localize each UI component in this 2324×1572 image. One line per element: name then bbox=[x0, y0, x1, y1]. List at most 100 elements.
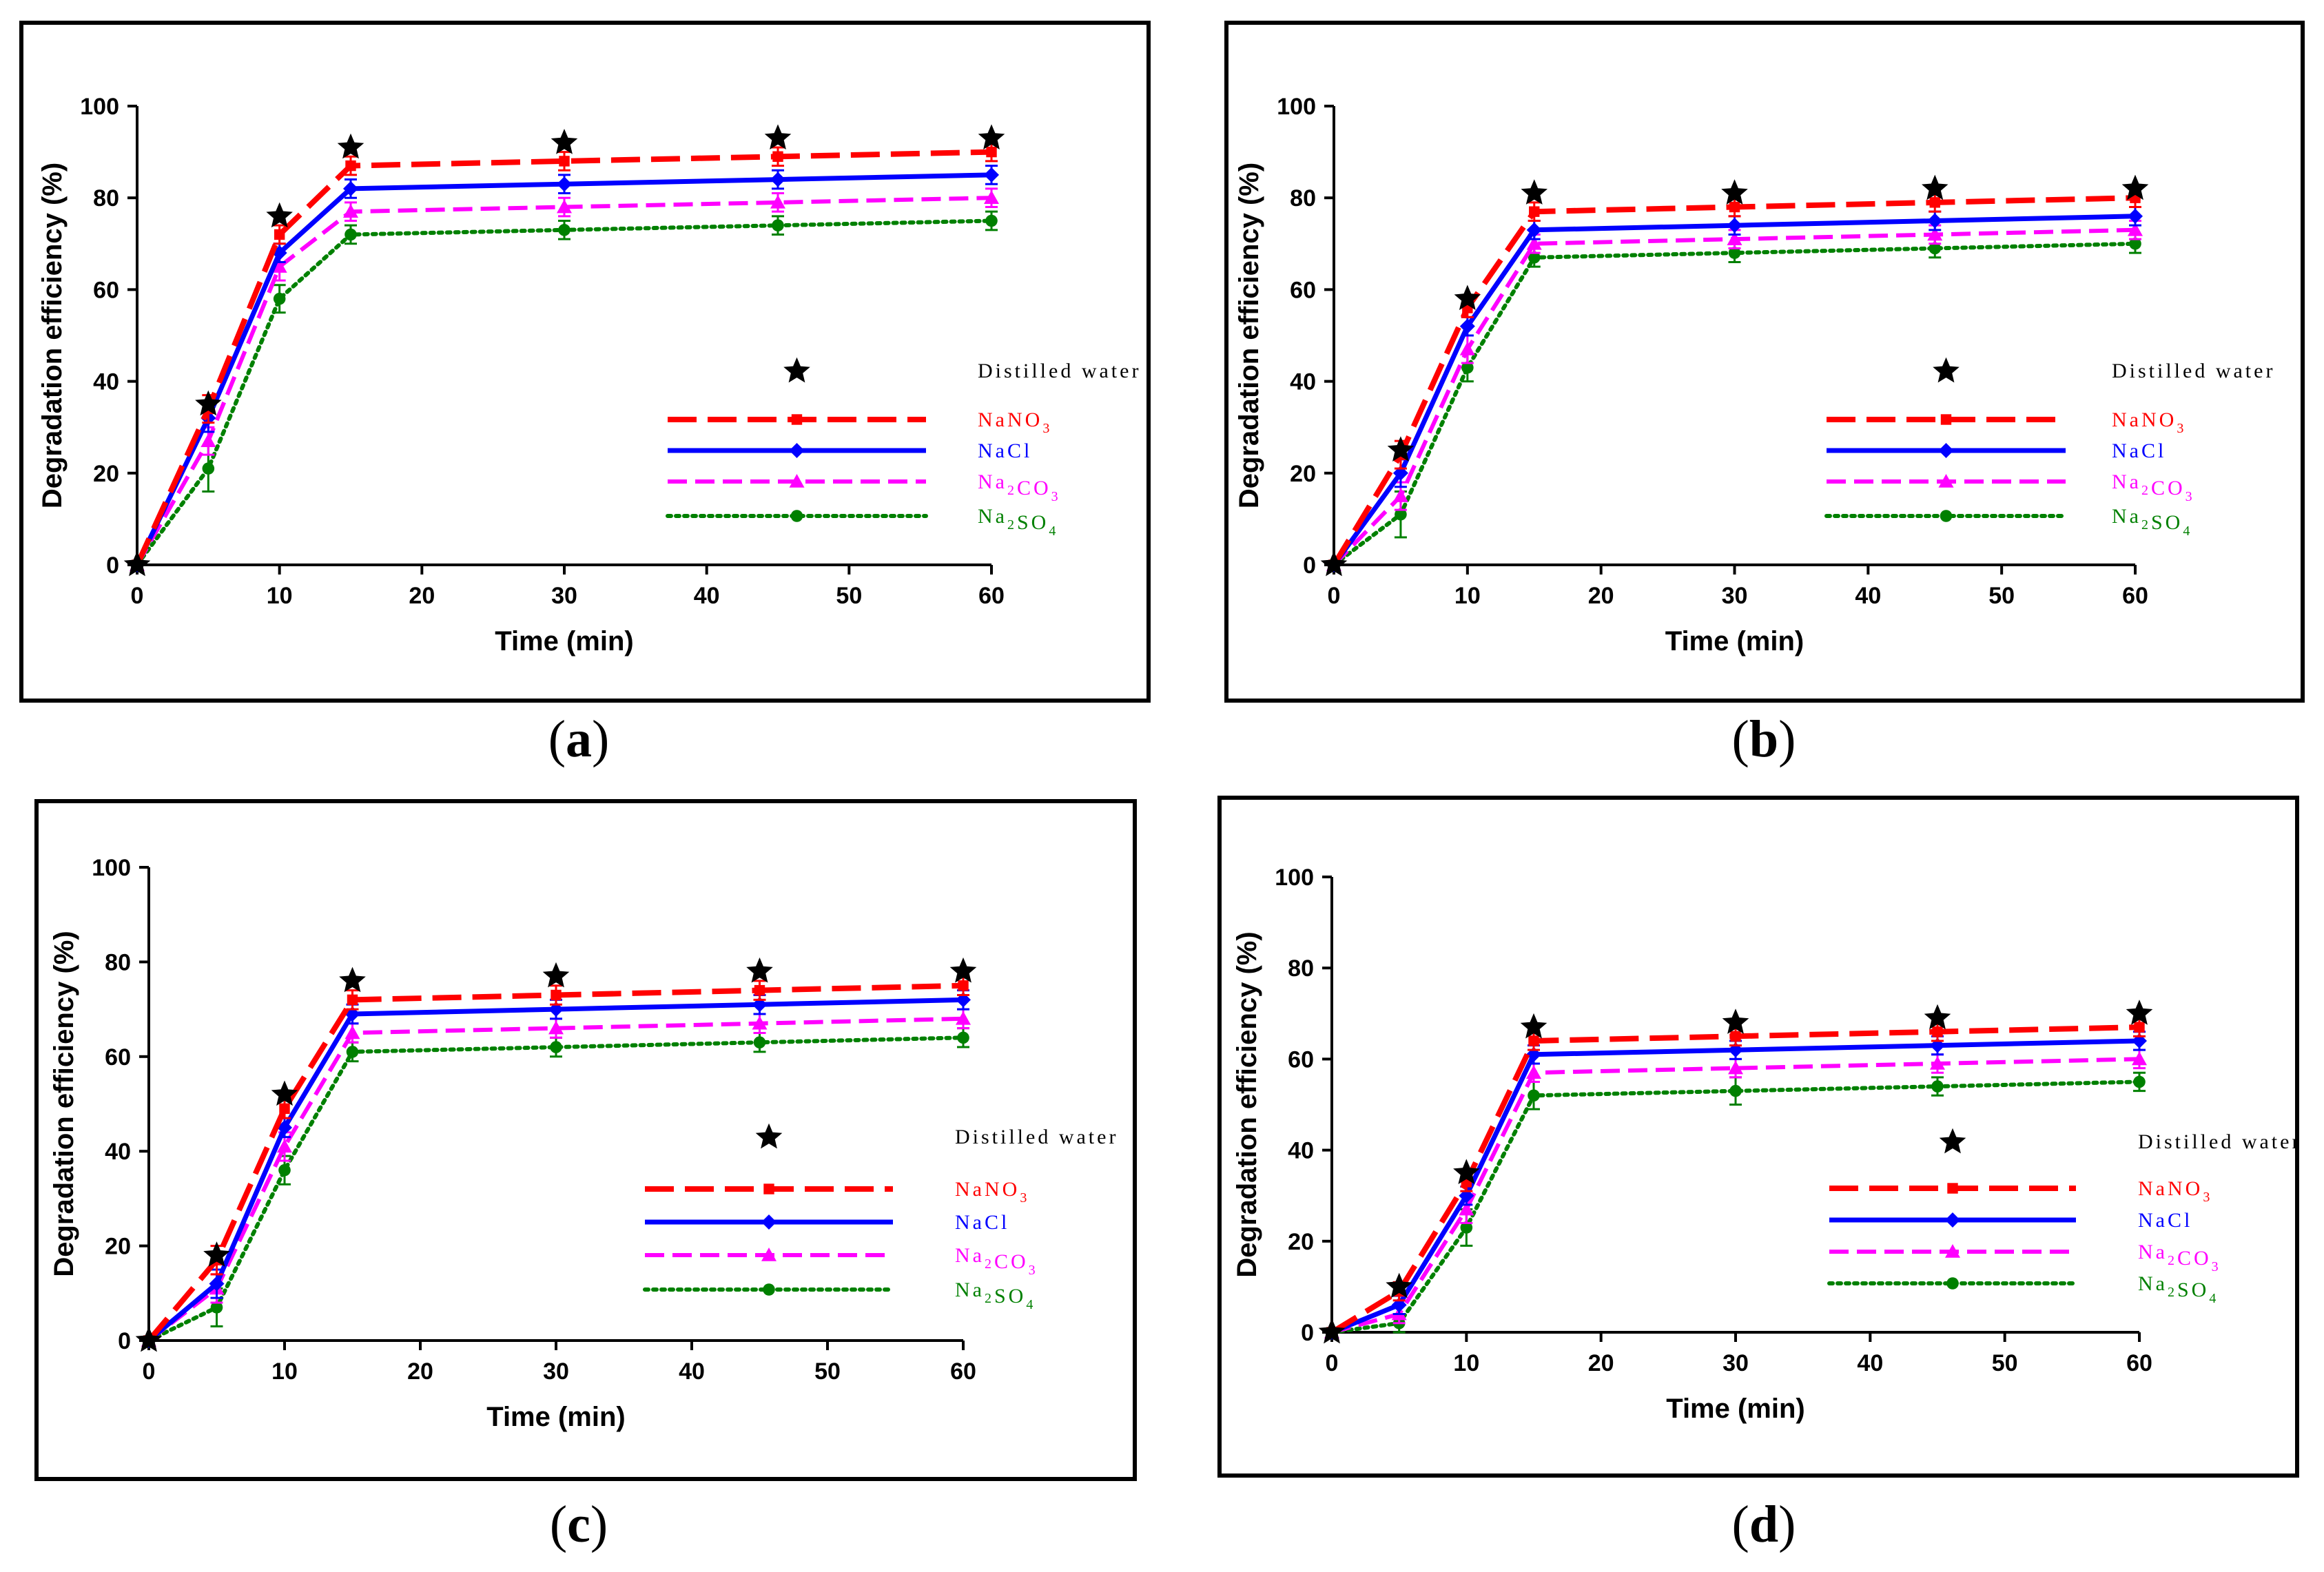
series-line-na2so4 bbox=[135, 218, 994, 567]
series-distilled bbox=[1318, 1000, 2153, 1344]
data-point-na2co3 bbox=[277, 1139, 292, 1153]
legend-marker-nacl bbox=[789, 443, 805, 458]
data-point-na2so4 bbox=[1528, 1089, 1540, 1102]
x-tick-label: 0 bbox=[143, 1358, 156, 1385]
data-point-na2co3 bbox=[1728, 1060, 1743, 1075]
chart-panel-a: 0 20 40 60 80 100 0 10 20 30 40 50 60 Time (min) Degra… bbox=[19, 21, 1151, 703]
data-point-nacl bbox=[1728, 1042, 1743, 1058]
x-axis-label: Time (min) bbox=[495, 626, 634, 656]
data-point-na2co3 bbox=[1526, 236, 1542, 250]
data-point-nano3 bbox=[754, 984, 765, 996]
x-tick-label: 50 bbox=[836, 583, 862, 609]
legend-marker-distilled bbox=[1933, 357, 1960, 383]
legend-label-nacl: NaCl bbox=[955, 1211, 1009, 1234]
data-point-na2co3 bbox=[1927, 227, 1943, 241]
y-tick-label: 20 bbox=[105, 1234, 131, 1260]
data-point-distilled bbox=[1922, 174, 1948, 200]
y-tick-label: 60 bbox=[105, 1044, 131, 1071]
chart-panel-b: 0 20 40 60 80 100 0 10 20 30 40 50 60 Time (min) Degra… bbox=[1224, 21, 2305, 703]
data-point-nacl bbox=[1927, 213, 1943, 229]
y-axis-label: Degradation efficiency (%) bbox=[1234, 163, 1264, 508]
x-tick-label: 60 bbox=[2122, 583, 2148, 609]
series-na2co3 bbox=[1326, 220, 2143, 571]
data-point-na2so4 bbox=[273, 292, 286, 305]
data-point-nano3 bbox=[347, 994, 358, 1006]
data-point-nacl bbox=[343, 180, 358, 196]
data-point-distilled bbox=[1722, 1009, 1749, 1034]
data-point-na2co3 bbox=[557, 199, 572, 214]
y-tick-label: 40 bbox=[93, 369, 119, 395]
y-tick-label: 100 bbox=[92, 855, 131, 881]
legend-marker-na2so4 bbox=[790, 510, 803, 522]
data-point-na2so4 bbox=[210, 1301, 223, 1314]
data-point-nano3 bbox=[551, 989, 562, 1001]
x-tick-label: 40 bbox=[1855, 583, 1881, 609]
y-tick-label: 80 bbox=[105, 949, 131, 975]
legend-label-na2so4: Na2SO4 bbox=[978, 505, 1058, 539]
y-tick-label: 40 bbox=[1288, 1138, 1314, 1164]
data-point-distilled bbox=[2121, 174, 2149, 200]
data-point-distilled bbox=[1520, 1013, 1547, 1039]
x-tick-label: 0 bbox=[1328, 583, 1341, 609]
data-point-nacl bbox=[1727, 218, 1742, 234]
data-point-distilled bbox=[1521, 179, 1547, 205]
data-point-distilled bbox=[135, 1326, 163, 1352]
x-tick-label: 50 bbox=[1992, 1350, 2018, 1376]
x-tick-label: 10 bbox=[1453, 1350, 1479, 1376]
data-point-nano3 bbox=[1932, 1026, 1943, 1037]
data-point-na2so4 bbox=[1728, 247, 1741, 259]
data-point-nacl bbox=[345, 1006, 360, 1022]
data-point-distilled bbox=[1387, 436, 1415, 462]
data-point-distilled bbox=[1318, 1318, 1346, 1344]
data-point-nacl bbox=[984, 167, 999, 183]
legend-marker-na2co3 bbox=[761, 1248, 777, 1261]
data-point-distilled bbox=[949, 957, 977, 983]
series-distilled bbox=[123, 124, 1005, 577]
y-tick-label: 100 bbox=[1275, 865, 1314, 891]
legend-marker-na2so4 bbox=[763, 1283, 775, 1296]
data-point-na2so4 bbox=[345, 228, 357, 241]
data-point-nano3 bbox=[1729, 201, 1740, 213]
data-point-nacl bbox=[1526, 222, 1542, 238]
series-line-na2co3 bbox=[147, 1016, 964, 1343]
legend-marker-distilled bbox=[755, 1123, 783, 1149]
y-axis-label: Degradation efficiency (%) bbox=[49, 931, 79, 1276]
legend-label-distilled: Distilled water bbox=[2138, 1130, 2301, 1153]
legend-label-nano3: NaNO3 bbox=[2138, 1177, 2212, 1205]
x-tick-label: 30 bbox=[543, 1358, 569, 1385]
x-axis-label: Time (min) bbox=[1666, 1394, 1805, 1424]
data-point-na2co3 bbox=[984, 190, 999, 204]
data-point-nacl bbox=[209, 1276, 225, 1292]
chart-svg-c: 0 20 40 60 80 100 0 10 20 30 40 50 60 Time (min) Degra… bbox=[49, 855, 1115, 1432]
x-tick-label: 30 bbox=[551, 583, 577, 609]
y-tick-label: 60 bbox=[1290, 277, 1316, 303]
data-point-na2so4 bbox=[1931, 1080, 1944, 1093]
legend-marker-distilled bbox=[1939, 1128, 1966, 1154]
legend-marker-na2co3 bbox=[1938, 474, 1954, 488]
data-point-na2co3 bbox=[2128, 222, 2143, 236]
x-tick-label: 50 bbox=[1988, 583, 2015, 609]
caption-c: (c) bbox=[549, 1496, 608, 1553]
legend-label-na2co3: Na2CO3 bbox=[2138, 1241, 2221, 1274]
data-point-na2co3 bbox=[752, 1015, 768, 1030]
data-point-na2co3 bbox=[343, 204, 358, 218]
y-tick-label: 0 bbox=[1301, 1320, 1314, 1346]
legend-marker-nacl bbox=[1938, 443, 1954, 458]
data-point-distilled bbox=[551, 129, 578, 154]
data-point-nano3 bbox=[1730, 1031, 1741, 1042]
y-tick-label: 20 bbox=[1290, 461, 1316, 487]
data-point-distilled bbox=[1320, 550, 1348, 577]
data-point-na2co3 bbox=[1459, 341, 1475, 355]
data-point-nacl bbox=[2132, 1033, 2147, 1048]
x-tick-label: 20 bbox=[407, 1358, 433, 1385]
data-point-na2co3 bbox=[548, 1020, 564, 1035]
data-point-na2co3 bbox=[345, 1025, 360, 1040]
data-point-na2co3 bbox=[200, 433, 216, 447]
y-tick-label: 80 bbox=[93, 185, 119, 211]
chart-svg-b: 0 20 40 60 80 100 0 10 20 30 40 50 60 Time (min) Degra… bbox=[1234, 94, 2272, 656]
series-line-na2co3 bbox=[135, 196, 992, 566]
legend-label-na2so4: Na2SO4 bbox=[2112, 505, 2192, 539]
